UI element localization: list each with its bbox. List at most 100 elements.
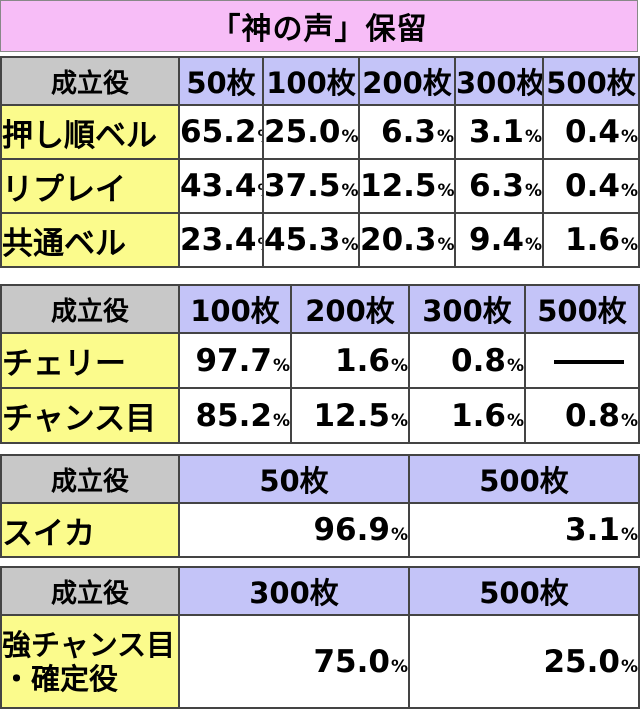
value-cell: 3.1% [408, 502, 640, 558]
value: 75.0 [313, 643, 390, 680]
table-header-row: 成立役 50枚 100枚 200枚 300枚 500枚 [0, 56, 640, 106]
percent-sign: % [620, 127, 638, 147]
value-cell: 0.8% [524, 387, 640, 444]
column-header: 300枚 [408, 284, 526, 334]
value: 97.7 [195, 342, 272, 379]
percent-sign: % [390, 656, 408, 677]
table-row: 共通ベル 23.4% 45.3% 20.3% 9.4% 1.6% [0, 212, 640, 268]
header-label: 成立役 [0, 56, 180, 106]
table-row: スイカ 96.9% 3.1% [0, 502, 640, 558]
percent-sign: % [341, 127, 359, 147]
percent-sign: % [272, 410, 290, 431]
column-header: 300枚 [178, 566, 410, 616]
percent-sign: % [258, 127, 262, 147]
value: 3.1 [565, 512, 620, 548]
value: 0.8 [565, 397, 620, 434]
percent-sign: % [272, 355, 290, 376]
value-cell: 25.0% [262, 104, 360, 160]
value: 1.6 [335, 342, 390, 379]
percent-sign: % [436, 127, 454, 147]
percent-sign: % [524, 235, 542, 255]
table-header-row: 成立役 50枚 500枚 [0, 454, 640, 504]
value-cell: 75.0% [178, 614, 410, 709]
value: 6.3 [381, 114, 436, 150]
value-cell: 1.6% [542, 212, 640, 268]
row-label: チェリー [0, 332, 180, 389]
value-cell: 6.3% [454, 158, 544, 214]
value-cell: 0.4% [542, 158, 640, 214]
table-row: チェリー 97.7% 1.6% 0.8% [0, 332, 640, 389]
value: 12.5 [313, 397, 390, 434]
percent-sign: % [341, 235, 359, 255]
value: 96.9 [313, 512, 390, 548]
value-cell: 85.2% [178, 387, 292, 444]
value: 85.2 [195, 397, 272, 434]
value-cell: 65.2% [178, 104, 264, 160]
value-cell: 0.4% [542, 104, 640, 160]
page-title: 「神の声」保留 [0, 0, 638, 52]
table-1: 成立役 50枚 100枚 200枚 300枚 500枚 押し順ベル 65.2% … [0, 56, 640, 268]
value-cell: 6.3% [358, 104, 456, 160]
value-cell: 12.5% [290, 387, 410, 444]
column-header: 50枚 [178, 454, 410, 504]
percent-sign: % [620, 235, 638, 255]
header-label: 成立役 [0, 454, 180, 504]
row-label: 強チャンス目 ・確定役 [0, 614, 180, 709]
header-label: 成立役 [0, 566, 180, 616]
percent-sign: % [341, 181, 359, 201]
value: 0.8 [451, 342, 506, 379]
row-label: スイカ [0, 502, 180, 558]
value-cell: 23.4% [178, 212, 264, 268]
value-cell: 3.1% [454, 104, 544, 160]
value-cell: 97.7% [178, 332, 292, 389]
percent-sign: % [506, 355, 524, 376]
percent-sign: % [258, 235, 262, 255]
value: 25.0 [543, 643, 620, 680]
column-header: 500枚 [408, 566, 640, 616]
percent-sign: % [390, 355, 408, 376]
value: 0.4 [565, 168, 620, 204]
value-cell: 45.3% [262, 212, 360, 268]
row-label: 押し順ベル [0, 104, 180, 160]
value: 0.4 [565, 114, 620, 150]
percent-sign: % [437, 235, 455, 255]
column-header: 200枚 [290, 284, 410, 334]
column-header: 100枚 [262, 56, 360, 106]
table-row: 押し順ベル 65.2% 25.0% 6.3% 3.1% 0.4% [0, 104, 640, 160]
table-header-row: 成立役 300枚 500枚 [0, 566, 640, 616]
percent-sign: % [258, 181, 262, 201]
table-2: 成立役 100枚 200枚 300枚 500枚 チェリー 97.7% 1.6% … [0, 284, 640, 444]
value-cell: 1.6% [408, 387, 526, 444]
column-header: 500枚 [542, 56, 640, 106]
value: 37.5 [264, 168, 341, 204]
value-cell: 20.3% [358, 212, 456, 268]
value-cell: 25.0% [408, 614, 640, 709]
value: 3.1 [469, 114, 524, 150]
value: 43.4 [180, 168, 257, 204]
table-row: リプレイ 43.4% 37.5% 12.5% 6.3% 0.4% [0, 158, 640, 214]
value: 65.2 [180, 114, 257, 150]
value-cell: 37.5% [262, 158, 360, 214]
percent-sign: % [620, 656, 638, 677]
value: 9.4 [469, 222, 524, 258]
table-3: 成立役 50枚 500枚 スイカ 96.9% 3.1% [0, 454, 640, 558]
value: 6.3 [469, 168, 524, 204]
table-row: 強チャンス目 ・確定役 75.0% 25.0% [0, 614, 640, 709]
value: 23.4 [180, 222, 257, 258]
value: 1.6 [451, 397, 506, 434]
table-4: 成立役 300枚 500枚 強チャンス目 ・確定役 75.0% 25.0% [0, 566, 640, 709]
header-label: 成立役 [0, 284, 180, 334]
value-cell: 0.8% [408, 332, 526, 389]
value-cell: 9.4% [454, 212, 544, 268]
table-header-row: 成立役 100枚 200枚 300枚 500枚 [0, 284, 640, 334]
percent-sign: % [437, 181, 455, 201]
row-label-line-2: ・確定役 [2, 661, 119, 696]
value: 1.6 [565, 222, 620, 258]
value-cell: 1.6% [290, 332, 410, 389]
value-cell-empty [524, 332, 640, 389]
percent-sign: % [620, 525, 638, 545]
value-cell: 96.9% [178, 502, 410, 558]
percent-sign: % [524, 127, 542, 147]
percent-sign: % [390, 410, 408, 431]
column-header: 500枚 [524, 284, 640, 334]
